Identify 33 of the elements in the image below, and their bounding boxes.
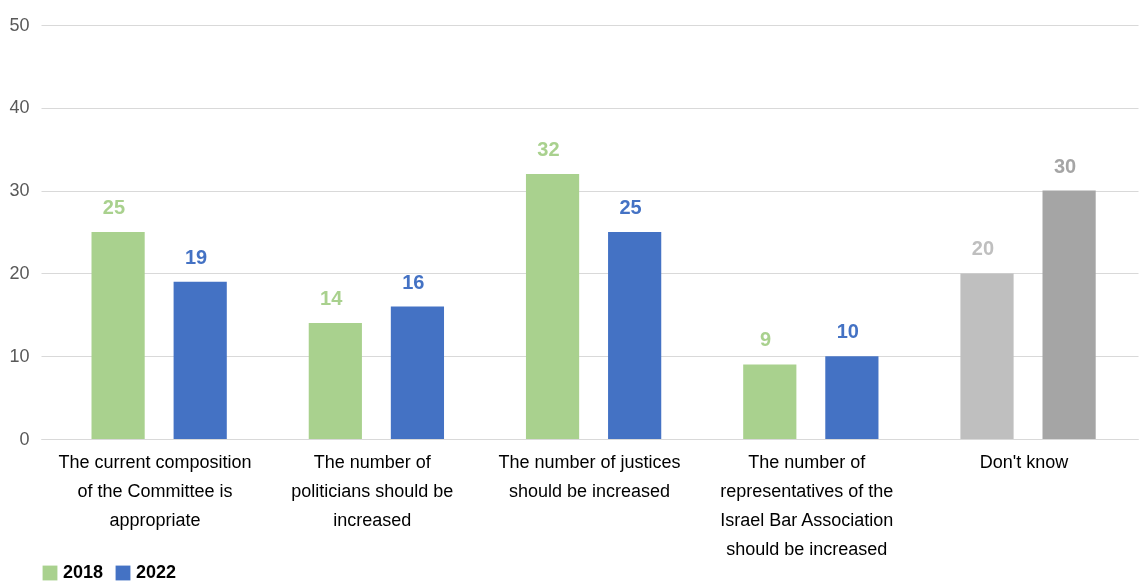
bar bbox=[91, 232, 145, 439]
x-tick-label: Don't know bbox=[979, 451, 1070, 472]
legend-label: 2022 bbox=[136, 562, 177, 582]
y-tick-label: 10 bbox=[9, 345, 30, 366]
data-label: 20 bbox=[971, 237, 995, 260]
legend-label: 2018 bbox=[63, 562, 104, 582]
y-tick-label: 30 bbox=[9, 180, 30, 201]
x-tick-label: The number of justices should be increased bbox=[498, 451, 681, 501]
y-tick-label: 40 bbox=[9, 97, 30, 118]
bar bbox=[960, 273, 1014, 439]
bar bbox=[390, 306, 445, 439]
data-label: 10 bbox=[836, 320, 859, 343]
data-label: 25 bbox=[619, 196, 642, 218]
bar bbox=[1042, 190, 1096, 439]
x-tick-label: The current composition of the Committee is appropriate bbox=[58, 451, 252, 530]
y-tick-label: 50 bbox=[9, 14, 30, 35]
x-tick-label: The number of politicians should be increased bbox=[291, 451, 454, 530]
bar bbox=[608, 232, 662, 439]
data-label: 19 bbox=[184, 245, 208, 268]
data-label: 30 bbox=[1053, 154, 1077, 177]
bar bbox=[308, 323, 362, 439]
y-tick-label: 0 bbox=[19, 428, 30, 449]
bar bbox=[173, 281, 227, 439]
y-tick-label: 20 bbox=[9, 262, 30, 283]
data-label: 9 bbox=[760, 328, 772, 351]
data-label: 25 bbox=[102, 196, 126, 218]
bar bbox=[525, 174, 580, 439]
data-label: 32 bbox=[537, 138, 560, 161]
data-label: 14 bbox=[320, 287, 344, 310]
data-label: 16 bbox=[402, 270, 425, 293]
bar bbox=[743, 364, 797, 439]
x-tick-label: The number of representatives of the Israel Bar Association should be increased bbox=[720, 451, 894, 559]
bar bbox=[825, 356, 879, 439]
